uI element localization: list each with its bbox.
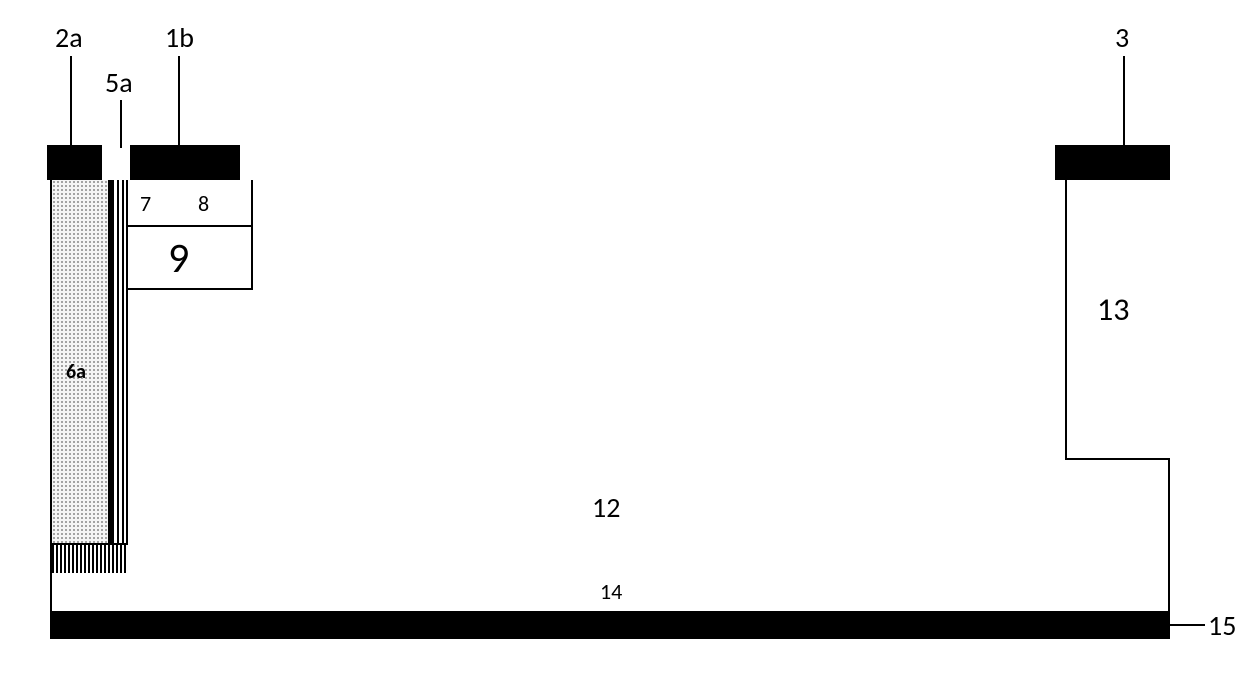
label-3: 3: [1115, 20, 1129, 55]
contact-1b: [130, 145, 240, 180]
bottom-contact-15: [50, 611, 1170, 639]
region-9: 9: [128, 225, 253, 290]
label-1b: 1b: [165, 20, 194, 55]
leader-2a: [70, 56, 72, 145]
region-13: 13: [1065, 180, 1170, 460]
label-13: 13: [1097, 290, 1129, 329]
region-8: 8: [168, 180, 253, 227]
label-9: 9: [168, 233, 189, 284]
label-8: 8: [198, 190, 209, 217]
region-7: 7: [128, 180, 170, 227]
label-5a: 5a: [105, 65, 133, 100]
region-5a: [110, 180, 128, 545]
device-cross-section: 2a 5a 1b 3 12 6a 9 7 8 13 14 15: [50, 20, 1190, 656]
label-2a: 2a: [55, 20, 83, 55]
label-6a: 6a: [66, 360, 86, 384]
leader-3a: [1123, 56, 1125, 145]
leader-5a: [120, 100, 122, 148]
region-14: 14: [50, 573, 1170, 613]
label-15: 15: [1208, 608, 1236, 643]
contact-2a: [47, 145, 102, 180]
label-7: 7: [140, 190, 151, 217]
leader-1b: [178, 56, 180, 145]
label-12: 12: [592, 490, 620, 525]
contact-3: [1055, 145, 1170, 180]
label-14: 14: [600, 578, 622, 605]
region-6a: 6a: [50, 180, 110, 545]
bottom-stripe: [52, 545, 128, 575]
leader-15: [1170, 624, 1205, 626]
